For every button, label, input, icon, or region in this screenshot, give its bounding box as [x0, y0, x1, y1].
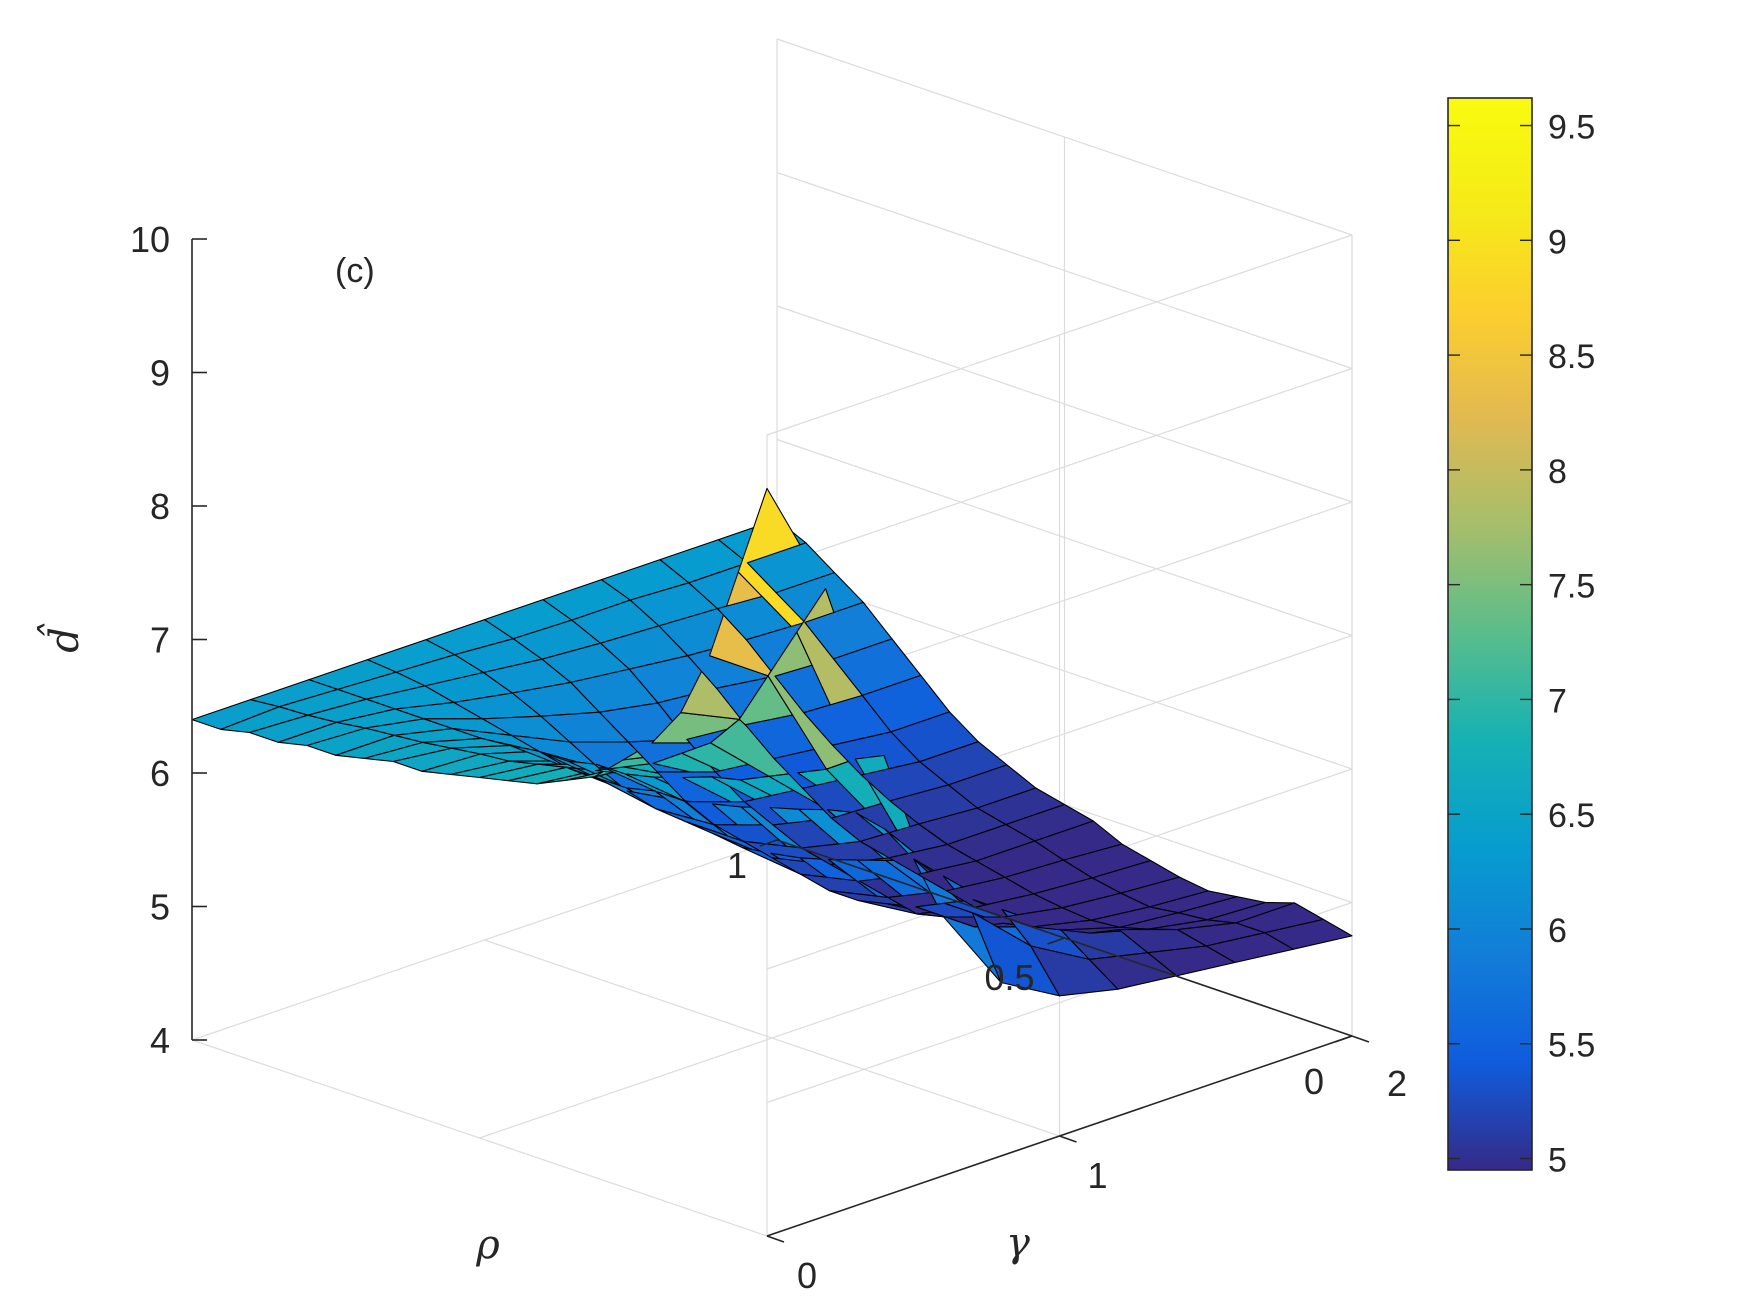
x-tick-label: 0: [1304, 1061, 1324, 1102]
colorbar-tick-label: 8.5: [1548, 338, 1595, 376]
colorbar-tick-label: 9.5: [1548, 109, 1595, 147]
colorbar: 5 5.5 6 6.5 7 7.5 8 8.5 9 9.5: [1447, 97, 1595, 1180]
colorbar-tick-label: 6.5: [1548, 797, 1595, 835]
y-tick: [1059, 1135, 1077, 1143]
y-tick-label: 0: [797, 1255, 817, 1296]
colorbar-tick-label: 9: [1548, 223, 1567, 261]
colorbar-tick-label: 7.5: [1548, 568, 1595, 606]
x-tick: [759, 839, 778, 847]
colorbar-tick-label: 5.5: [1548, 1027, 1595, 1065]
z-tick-label: 7: [150, 620, 170, 661]
y-axis-label: γ: [1006, 1220, 1030, 1266]
y-tick-label: 2: [1387, 1063, 1407, 1104]
y-tick: [1351, 1035, 1370, 1043]
colorbar-tick-label: 6: [1548, 912, 1567, 950]
y-tick-label: 1: [1087, 1155, 1107, 1196]
colorbar-gradient: [1447, 97, 1533, 1171]
colorbar-tick-label: 5: [1548, 1142, 1567, 1180]
surface-plot: [191, 487, 1353, 997]
z-tick-label: 9: [150, 353, 170, 394]
y-tick: [766, 1235, 785, 1243]
z-tick-label: 10: [130, 219, 170, 260]
colorbar-tick-label: 8: [1548, 453, 1567, 491]
grid-line: [484, 939, 1060, 1137]
z-tick-label: 8: [150, 486, 170, 527]
surface-patch: [1264, 918, 1353, 950]
x-tick: [1047, 937, 1065, 945]
x-tick-label: 1: [727, 845, 747, 886]
grid-line: [191, 1039, 768, 1237]
x-tick-label: 0.5: [984, 957, 1034, 998]
colorbar-tick-label: 7: [1548, 682, 1567, 720]
z-tick-label: 6: [150, 753, 170, 794]
z-axis-label: d̂: [38, 623, 88, 653]
panel-label: (c): [335, 252, 375, 290]
x-axis-label: ρ: [475, 1222, 500, 1268]
z-tick-label: 4: [150, 1020, 170, 1061]
z-tick-label: 5: [150, 887, 170, 928]
